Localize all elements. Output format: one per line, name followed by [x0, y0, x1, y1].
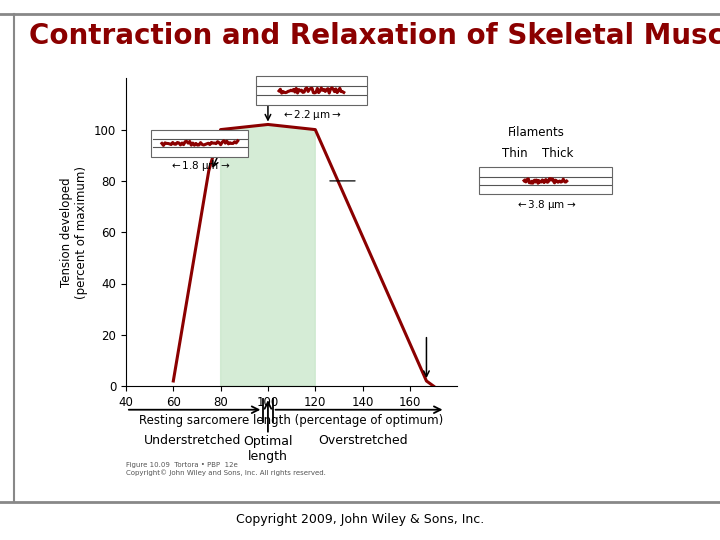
X-axis label: Resting sarcomere length (percentage of optimum): Resting sarcomere length (percentage of … — [140, 414, 444, 427]
Text: Figure 10.09  Tortora • PBP  12e
Copyright© John Wiley and Sons, Inc. All rights: Figure 10.09 Tortora • PBP 12e Copyright… — [126, 462, 326, 476]
Y-axis label: Tension developed
(percent of maximum): Tension developed (percent of maximum) — [60, 166, 89, 299]
Text: Filaments: Filaments — [508, 126, 564, 139]
Text: Contraction and Relaxation of Skeletal Muscle: Contraction and Relaxation of Skeletal M… — [29, 22, 720, 50]
Text: Thin: Thin — [502, 147, 528, 160]
Text: Copyright 2009, John Wiley & Sons, Inc.: Copyright 2009, John Wiley & Sons, Inc. — [236, 514, 484, 526]
Text: $\leftarrow$3.8 μm$\rightarrow$: $\leftarrow$3.8 μm$\rightarrow$ — [515, 198, 576, 212]
Text: $\leftarrow$2.2 μm$\rightarrow$: $\leftarrow$2.2 μm$\rightarrow$ — [281, 108, 342, 122]
Text: Understretched: Understretched — [143, 434, 241, 447]
Text: Thick: Thick — [542, 147, 574, 160]
Text: Overstretched: Overstretched — [318, 434, 408, 447]
Polygon shape — [220, 125, 315, 386]
Text: Optimal
length: Optimal length — [243, 435, 293, 463]
Text: $\leftarrow$1.8 μm$\rightarrow$: $\leftarrow$1.8 μm$\rightarrow$ — [169, 159, 230, 173]
